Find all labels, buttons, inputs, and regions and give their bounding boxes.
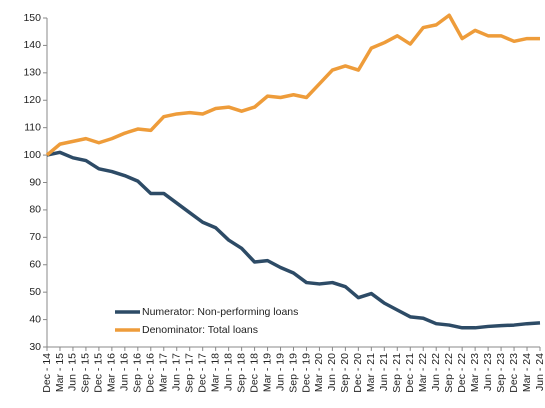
y-tick-label: 150	[23, 12, 41, 24]
x-tick-label: Dec - 18	[248, 353, 260, 393]
y-tick-label: 80	[29, 204, 41, 216]
x-tick-label: Dec - 15	[93, 353, 105, 393]
x-tick-label: Jun - 20	[326, 353, 338, 391]
y-tick-label: 60	[29, 259, 41, 271]
y-tick-label: 140	[23, 39, 41, 51]
x-tick-label: Jun - 18	[222, 353, 234, 391]
x-tick-label: Sep - 21	[391, 353, 403, 393]
x-tick-label: Sep - 16	[132, 353, 144, 393]
y-tick-label: 110	[24, 121, 41, 133]
x-tick-label: Jun - 15	[67, 353, 79, 391]
x-tick-label: Jun - 23	[482, 353, 494, 391]
x-tick-label: Dec - 21	[404, 353, 416, 393]
x-tick-label: Sep - 22	[443, 353, 455, 393]
x-tick-label: Jun - 24	[534, 353, 545, 391]
legend-label: Numerator: Non-performing loans	[142, 306, 298, 318]
y-tick-label: 40	[29, 313, 41, 325]
x-tick-label: Sep - 20	[339, 353, 351, 393]
x-tick-label: Dec - 17	[196, 353, 208, 393]
x-tick-label: Dec - 22	[456, 353, 468, 393]
x-tick-label: Mar - 21	[365, 353, 377, 392]
x-tick-label: Mar - 16	[106, 353, 118, 392]
x-tick-label: Sep - 18	[235, 353, 247, 393]
x-tick-label: Jun - 22	[430, 353, 442, 391]
x-tick-label: Sep - 15	[80, 353, 92, 393]
x-tick-label: Dec - 16	[145, 353, 157, 393]
x-tick-label: Sep - 19	[287, 353, 299, 393]
x-tick-label: Mar - 22	[417, 353, 429, 392]
y-tick-label: 120	[23, 94, 41, 106]
x-tick-label: Jun - 16	[119, 353, 131, 391]
x-tick-label: Dec - 14	[41, 353, 53, 393]
x-tick-label: Jun - 17	[171, 353, 183, 391]
x-tick-label: Jun - 19	[274, 353, 286, 391]
x-tick-label: Mar - 17	[158, 353, 170, 392]
x-tick-label: Dec - 19	[300, 353, 312, 393]
series-line	[45, 13, 540, 157]
x-tick-label: Sep - 23	[495, 353, 507, 393]
x-tick-label: Jun - 21	[378, 353, 390, 391]
y-tick-label: 100	[23, 149, 41, 161]
x-tick-label: Mar - 20	[313, 353, 325, 392]
y-tick-label: 50	[29, 286, 41, 298]
x-tick-label: Dec - 20	[352, 353, 364, 393]
y-tick-label: 70	[29, 231, 41, 243]
y-tick-label: 130	[23, 67, 41, 79]
x-tick-label: Mar - 24	[521, 353, 533, 392]
legend-label: Denominator: Total loans	[142, 324, 258, 336]
x-tick-label: Dec - 23	[508, 353, 520, 393]
y-tick-label: 90	[29, 176, 41, 188]
series-line	[46, 150, 541, 330]
x-tick-label: Mar - 23	[469, 353, 481, 392]
x-tick-label: Sep - 17	[183, 353, 195, 393]
x-tick-label: Mar - 15	[54, 353, 66, 392]
y-tick-label: 30	[29, 341, 41, 353]
x-tick-label: Mar - 18	[209, 353, 221, 392]
x-tick-label: Mar - 19	[261, 353, 273, 392]
